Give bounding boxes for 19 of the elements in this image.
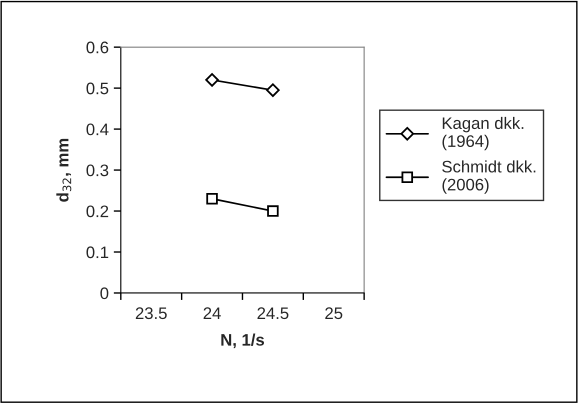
x-tick-label: 23.5 xyxy=(136,307,167,320)
point xyxy=(205,73,219,87)
point xyxy=(266,83,280,97)
legend-label: Schmidt dkk. (2006) xyxy=(442,160,536,194)
y-tick-label: 0.1 xyxy=(86,246,108,258)
y-tick-label: 0.2 xyxy=(86,205,108,218)
y-tick-label: 0.4 xyxy=(86,123,109,136)
legend-label: Kagan dkk. (1964) xyxy=(442,116,524,150)
y-tick-label: 0.6 xyxy=(86,42,108,54)
y-tick-label: 0 xyxy=(100,287,108,300)
point xyxy=(206,192,218,205)
y-axis-title: d$_{32}$, mm xyxy=(56,138,72,202)
x-tick-label: 25 xyxy=(325,307,342,320)
point xyxy=(267,205,279,217)
y-tick-label: 0.5 xyxy=(86,82,108,94)
x-tick-label: 24.5 xyxy=(258,307,288,320)
x-axis-title: N, 1/s xyxy=(221,334,264,348)
y-tick-label: 0.3 xyxy=(86,164,108,176)
x-tick-label: 24 xyxy=(204,307,221,319)
